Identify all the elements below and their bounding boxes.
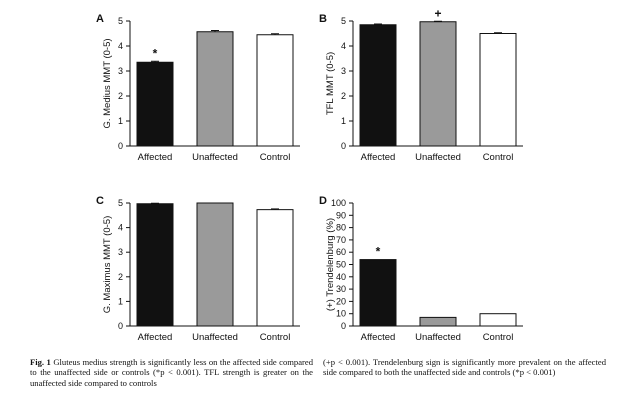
- y-tick-label-a-2: 2: [118, 91, 123, 101]
- y-tick-label-d-0: 0: [341, 321, 346, 331]
- y-tick-label-c-2: 2: [118, 272, 123, 282]
- y-tick-label-b-1: 1: [341, 116, 346, 126]
- x-tick-label-a-unaffected: Unaffected: [192, 152, 238, 163]
- y-tick-label-b-3: 3: [341, 66, 346, 76]
- panel-label-d: D: [319, 195, 327, 207]
- x-tick-label-c-control: Control: [260, 332, 291, 343]
- annotation-b-unaffected: +: [434, 6, 441, 20]
- bar-d-control: [479, 313, 517, 327]
- x-tick-label-d-affected: Affected: [361, 332, 396, 343]
- figure-charts: Affected Unaffected Control 0 1 2 3 4 5 G. Medius…: [96, 6, 523, 343]
- y-tick-label-d-70: 70: [336, 235, 346, 245]
- y-tick-label-c-1: 1: [118, 296, 123, 306]
- bar-a-affected: [136, 61, 174, 147]
- x-tick-label-b-affected: Affected: [361, 152, 396, 163]
- bar-b-control: [479, 33, 517, 147]
- bar-a-unaffected: [196, 31, 234, 147]
- panel-label-c: C: [96, 195, 104, 207]
- x-tick-label-b-control: Control: [483, 152, 514, 163]
- y-tick-label-d-80: 80: [336, 223, 346, 233]
- y-tick-label-c-5: 5: [118, 198, 123, 208]
- bar-b-affected: [359, 24, 397, 147]
- y-tick-label-a-5: 5: [118, 16, 123, 26]
- bar-d-unaffected: [419, 316, 457, 327]
- x-tick-label-d-unaffected: Unaffected: [415, 332, 461, 343]
- caption-left-text: Gluteus medius strength is significantly…: [30, 357, 314, 388]
- y-tick-label-a-1: 1: [118, 116, 123, 126]
- y-tick-label-d-20: 20: [336, 296, 346, 306]
- x-tick-label-a-affected: Affected: [138, 152, 173, 163]
- x-tick-label-c-affected: Affected: [138, 332, 173, 343]
- y-tick-label-a-4: 4: [118, 41, 123, 51]
- bar-c-unaffected: [196, 202, 234, 327]
- bar-a-control: [256, 34, 294, 147]
- y-tick-label-d-40: 40: [336, 272, 346, 282]
- caption-right-column: (+p < 0.001). Trendelenburg sign is sign…: [323, 357, 606, 378]
- y-tick-label-d-50: 50: [336, 260, 346, 270]
- y-tick-label-d-30: 30: [336, 284, 346, 294]
- y-tick-label-a-3: 3: [118, 66, 123, 76]
- panel-label-b: B: [319, 13, 327, 25]
- y-axis-title-c: G. Maximus MMT (0-5): [102, 216, 113, 313]
- bar-b-unaffected: [419, 21, 457, 147]
- y-tick-label-d-10: 10: [336, 309, 346, 319]
- y-tick-label-b-4: 4: [341, 41, 346, 51]
- x-tick-label-b-unaffected: Unaffected: [415, 152, 461, 163]
- y-tick-label-c-4: 4: [118, 223, 123, 233]
- x-tick-label-d-control: Control: [483, 332, 514, 343]
- caption-left-column: Fig. 1 Gluteus medius strength is signif…: [30, 357, 313, 388]
- bar-c-control: [256, 209, 294, 327]
- y-axis-title-b: TFL MMT (0-5): [325, 52, 336, 115]
- y-tick-label-b-0: 0: [341, 141, 346, 151]
- panel-label-a: A: [96, 13, 104, 25]
- y-axis-title-d: (+) Trendelenburg (%): [325, 218, 336, 311]
- y-tick-label-b-2: 2: [341, 91, 346, 101]
- y-tick-label-d-60: 60: [336, 247, 346, 257]
- y-tick-label-d-90: 90: [336, 210, 346, 220]
- y-tick-label-b-5: 5: [341, 16, 346, 26]
- bar-d-affected: [359, 259, 397, 327]
- y-tick-label-c-3: 3: [118, 247, 123, 257]
- bar-c-affected: [136, 203, 174, 327]
- annotation-a-affected: *: [153, 46, 158, 60]
- x-tick-label-c-unaffected: Unaffected: [192, 332, 238, 343]
- caption-figure-label: Fig. 1: [30, 357, 51, 367]
- y-axis-title-a: G. Medius MMT (0-5): [102, 38, 113, 128]
- x-tick-label-a-control: Control: [260, 152, 291, 163]
- annotation-d-affected: *: [376, 245, 381, 259]
- y-tick-label-c-0: 0: [118, 321, 123, 331]
- y-tick-label-d-100: 100: [331, 198, 346, 208]
- caption-right-text: (+p < 0.001). Trendelenburg sign is sign…: [323, 357, 606, 378]
- y-tick-label-a-0: 0: [118, 141, 123, 151]
